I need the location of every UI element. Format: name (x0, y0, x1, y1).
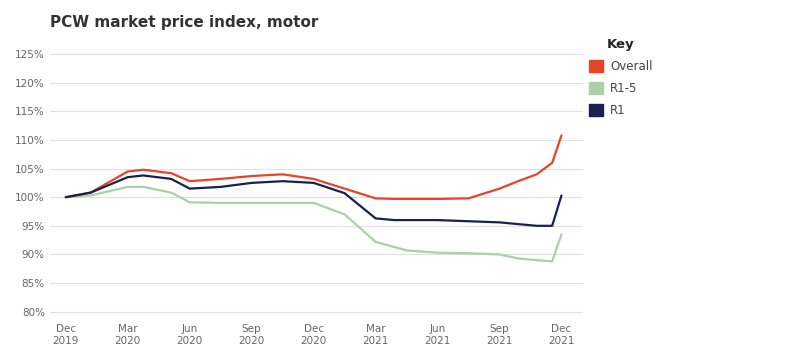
Text: PCW market price index, motor: PCW market price index, motor (50, 15, 319, 30)
Legend: Overall, R1-5, R1: Overall, R1-5, R1 (589, 38, 653, 117)
